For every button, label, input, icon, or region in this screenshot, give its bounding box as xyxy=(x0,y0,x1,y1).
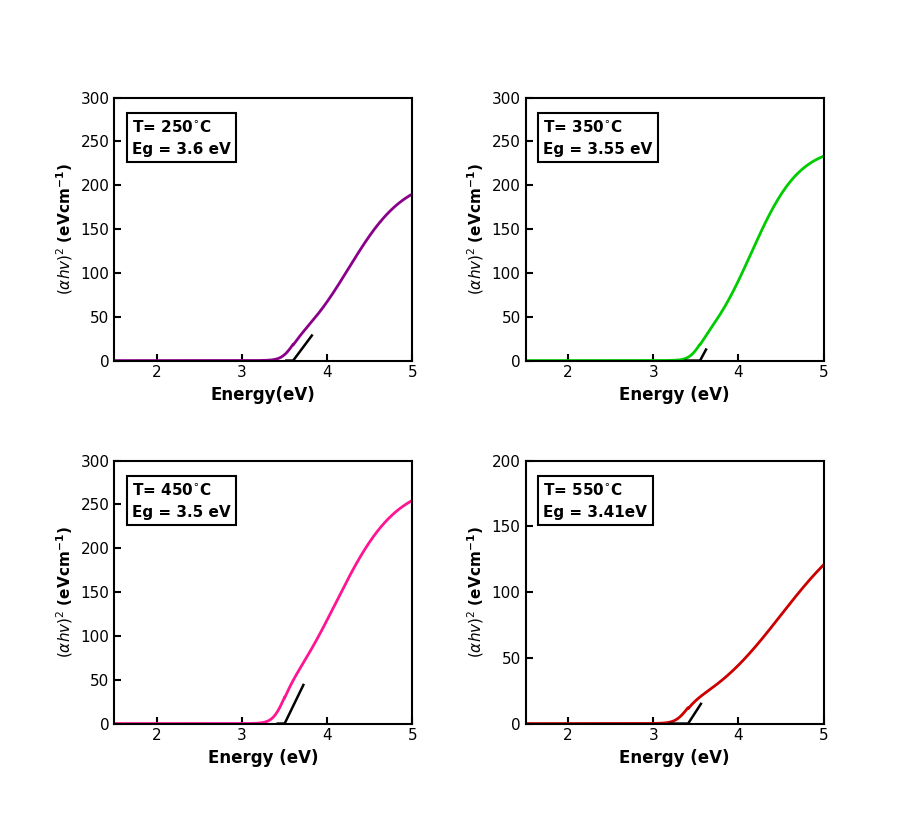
Y-axis label: $(\alpha hv)^2\ \mathregular{(eVcm^{-1})}$: $(\alpha hv)^2\ \mathregular{(eVcm^{-1})… xyxy=(54,526,75,658)
Y-axis label: $(\alpha hv)^2\ \mathregular{(eVcm^{-1})}$: $(\alpha hv)^2\ \mathregular{(eVcm^{-1})… xyxy=(54,163,75,295)
Text: T= 550$^{\circ}$C
Eg = 3.41eV: T= 550$^{\circ}$C Eg = 3.41eV xyxy=(544,481,647,520)
X-axis label: Energy (eV): Energy (eV) xyxy=(208,749,318,767)
Text: T= 450$^{\circ}$C
Eg = 3.5 eV: T= 450$^{\circ}$C Eg = 3.5 eV xyxy=(133,481,231,520)
Text: T= 250$^{\circ}$C
Eg = 3.6 eV: T= 250$^{\circ}$C Eg = 3.6 eV xyxy=(133,119,231,157)
Y-axis label: $(\alpha hv)^2\ \mathregular{(eVcm^{-1})}$: $(\alpha hv)^2\ \mathregular{(eVcm^{-1})… xyxy=(466,163,486,295)
X-axis label: Energy (eV): Energy (eV) xyxy=(619,749,730,767)
X-axis label: Energy(eV): Energy(eV) xyxy=(211,386,316,404)
Text: T= 350$^{\circ}$C
Eg = 3.55 eV: T= 350$^{\circ}$C Eg = 3.55 eV xyxy=(544,119,652,157)
Y-axis label: $(\alpha hv)^2\ \mathregular{(eVcm^{-1})}$: $(\alpha hv)^2\ \mathregular{(eVcm^{-1})… xyxy=(466,526,486,658)
X-axis label: Energy (eV): Energy (eV) xyxy=(619,386,730,404)
